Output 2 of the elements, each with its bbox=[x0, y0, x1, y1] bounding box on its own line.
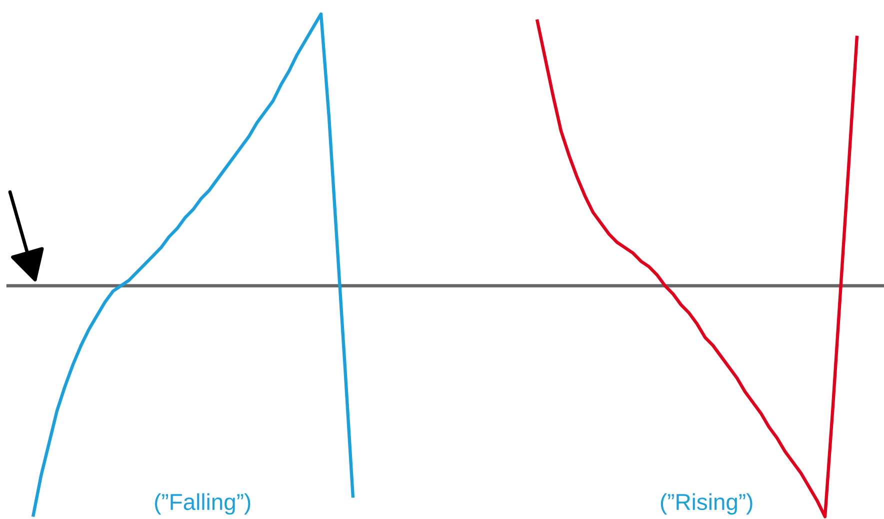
annotation: (”Falling”) bbox=[155, 493, 250, 515]
annotation: (”Rising”) bbox=[660, 493, 752, 515]
